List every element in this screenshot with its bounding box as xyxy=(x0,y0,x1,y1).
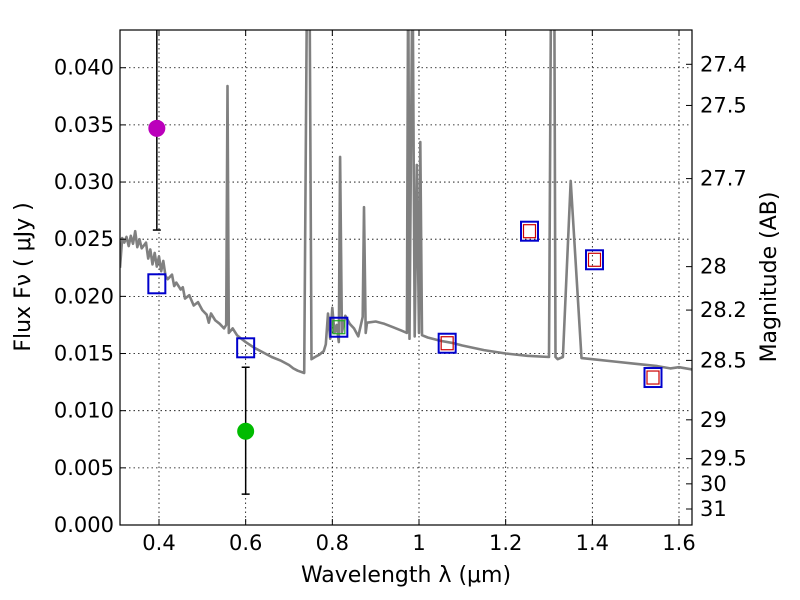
model-photometry-point xyxy=(643,367,663,389)
mag-tick-label: 28.5 xyxy=(700,348,747,372)
plot-area xyxy=(120,30,692,495)
observed-photometry-point xyxy=(440,336,454,351)
observed-photometry-point xyxy=(522,224,537,239)
y-tick-label: 0.005 xyxy=(54,456,114,480)
mag-tick-label: 29.5 xyxy=(700,447,747,471)
mag-tick-label: 29 xyxy=(700,408,727,432)
x-tick-label: 0.6 xyxy=(229,531,262,555)
x-tick-label: 1 xyxy=(412,531,425,555)
y-tick-label: 0.030 xyxy=(54,170,114,194)
y-tick-label: 0.020 xyxy=(54,284,114,308)
mag-tick-label: 30 xyxy=(700,472,727,496)
mag-tick-label: 27.7 xyxy=(700,167,747,191)
y-tick-label: 0.025 xyxy=(54,227,114,251)
model-photometry-point xyxy=(236,337,256,359)
model-photometry-point xyxy=(147,273,167,295)
y-tick-label: 0.015 xyxy=(54,342,114,366)
plot-frame xyxy=(119,29,693,526)
x-tick-label: 1.2 xyxy=(489,531,522,555)
model-photometry-point xyxy=(585,249,604,271)
observed-photometry-point xyxy=(587,252,602,267)
mag-tick-label: 27.4 xyxy=(700,52,747,76)
y-tick-label: 0.035 xyxy=(54,113,114,137)
y-tick-label: 0.000 xyxy=(54,513,114,537)
y-tick-label: 0.040 xyxy=(54,56,114,80)
mag-tick-label: 28.2 xyxy=(700,298,747,322)
observed-photometry-point xyxy=(646,370,660,385)
mag-tick-label: 31 xyxy=(700,497,727,521)
model-photometry-point xyxy=(329,316,349,338)
mag-tick-label: 27.5 xyxy=(700,93,747,117)
detection-point xyxy=(148,119,166,137)
spectrum-line xyxy=(120,30,692,375)
y-tick-label: 0.010 xyxy=(54,399,114,423)
x-tick-label: 1.6 xyxy=(662,531,695,555)
x-tick-label: 0.4 xyxy=(142,531,175,555)
model-photometry-point xyxy=(520,220,539,242)
mag-tick-label: 28 xyxy=(700,255,727,279)
y-axis-label: Flux Fν ( μJy ) xyxy=(11,202,36,351)
x-tick-label: 1.4 xyxy=(576,531,609,555)
detection-point xyxy=(237,422,255,440)
x-axis-label: Wavelength λ (μm) xyxy=(301,563,511,588)
model-photometry-point xyxy=(437,332,457,354)
x-tick-label: 0.8 xyxy=(316,531,349,555)
observed-photometry-point xyxy=(332,320,346,335)
y-axis-right-label: Magnitude (AB) xyxy=(757,192,782,363)
axis-ticks: 0.4 0.6 0.8 1 1.2 1.4 1.6 0.000 0.005 0.010 0.015 0… xyxy=(54,30,747,555)
